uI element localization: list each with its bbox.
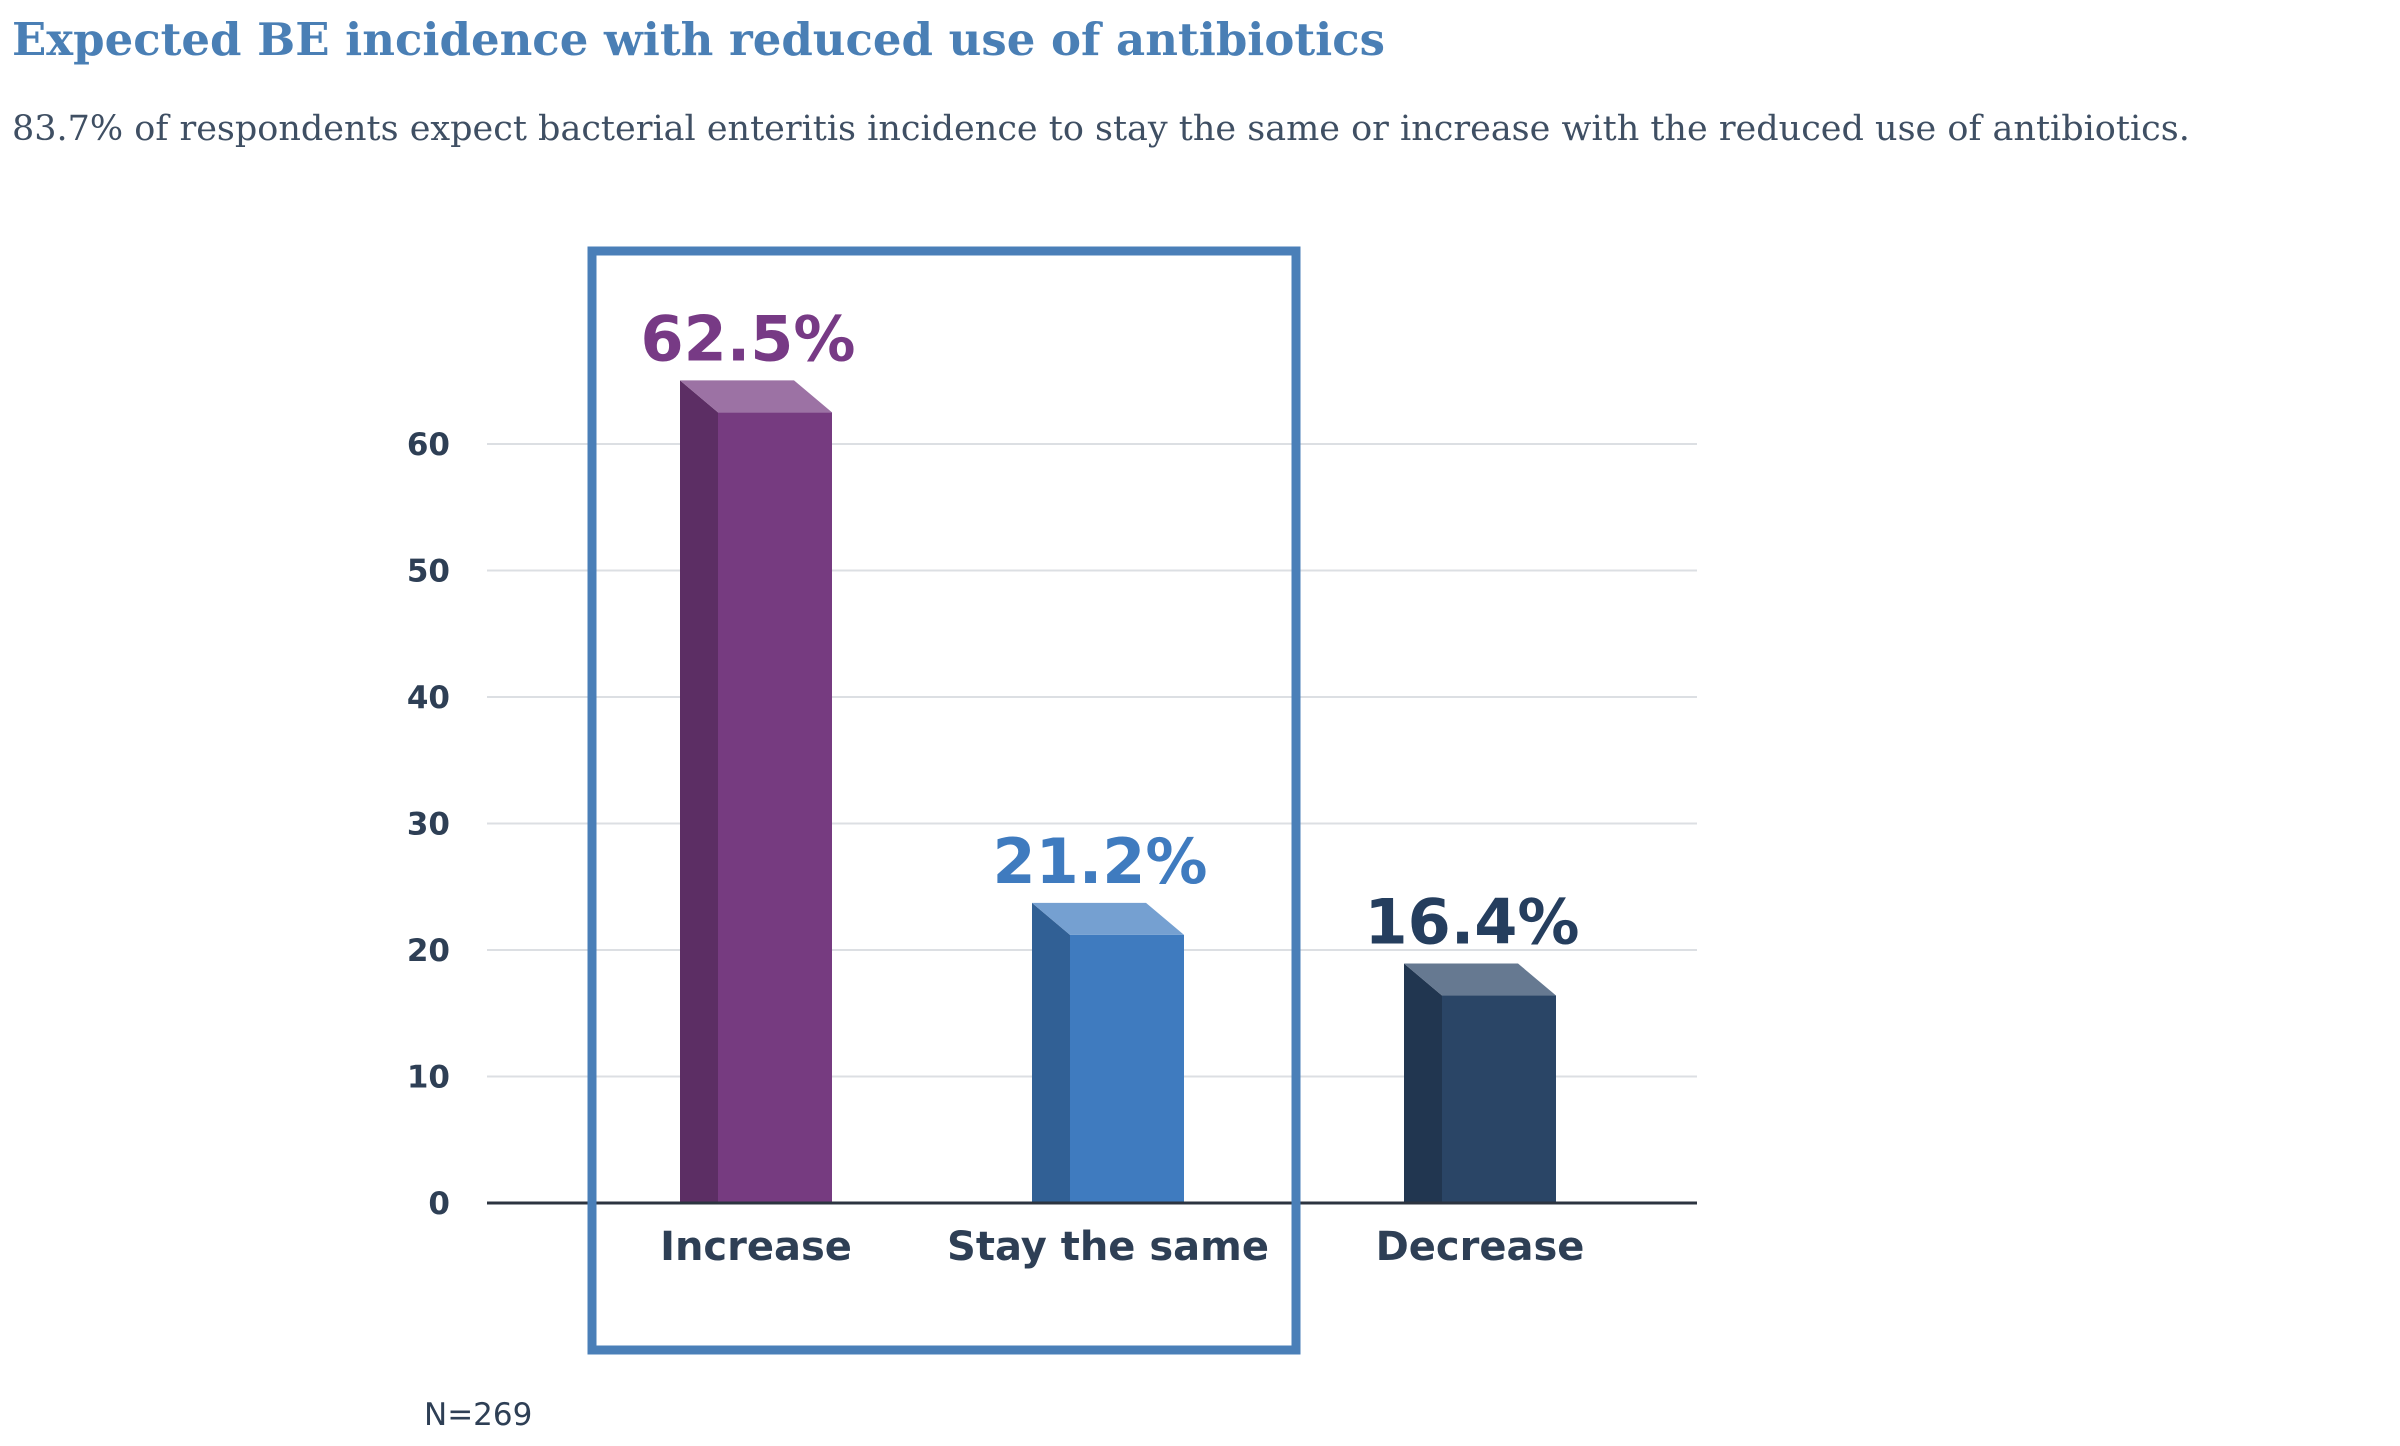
y-tick-label: 50 bbox=[407, 554, 450, 590]
chart-subtitle: 83.7% of respondents expect bacterial en… bbox=[12, 109, 2190, 149]
x-tick-label: Stay the same bbox=[947, 1224, 1269, 1270]
sample-size-note: N=269 bbox=[424, 1397, 533, 1433]
bars bbox=[680, 380, 1556, 1203]
y-tick-label: 30 bbox=[407, 807, 450, 843]
bar-increase bbox=[680, 380, 832, 1203]
bar-decrease bbox=[1404, 963, 1556, 1203]
bar-top bbox=[1032, 902, 1184, 935]
chart-title: Expected BE incidence with reduced use o… bbox=[12, 13, 1386, 66]
bar-side bbox=[1032, 902, 1070, 1203]
x-tick-label: Decrease bbox=[1376, 1224, 1585, 1270]
bar-stay-the-same bbox=[1032, 902, 1184, 1203]
bar-top bbox=[1404, 963, 1556, 996]
x-axis-labels: Increase Stay the same Decrease bbox=[660, 1224, 1584, 1270]
y-tick-label: 20 bbox=[407, 933, 450, 969]
y-tick-label: 60 bbox=[407, 427, 450, 463]
y-axis-ticks: 0 10 20 30 40 50 60 bbox=[407, 427, 450, 1222]
y-tick-label: 10 bbox=[407, 1060, 450, 1096]
bar-side bbox=[680, 380, 718, 1203]
y-tick-label: 0 bbox=[428, 1186, 450, 1222]
x-tick-label: Increase bbox=[660, 1224, 852, 1270]
bar-front bbox=[1442, 995, 1556, 1203]
bar-top bbox=[680, 380, 832, 413]
bar-front bbox=[718, 412, 832, 1203]
highlight-box bbox=[587, 246, 1301, 1355]
value-label: 21.2% bbox=[992, 825, 1207, 898]
value-label: 62.5% bbox=[640, 302, 855, 375]
y-tick-label: 40 bbox=[407, 680, 450, 716]
value-labels: 62.5% 21.2% 16.4% bbox=[640, 302, 1579, 958]
bar-side bbox=[1404, 963, 1442, 1203]
value-label: 16.4% bbox=[1364, 886, 1579, 959]
bar-front bbox=[1070, 934, 1184, 1203]
